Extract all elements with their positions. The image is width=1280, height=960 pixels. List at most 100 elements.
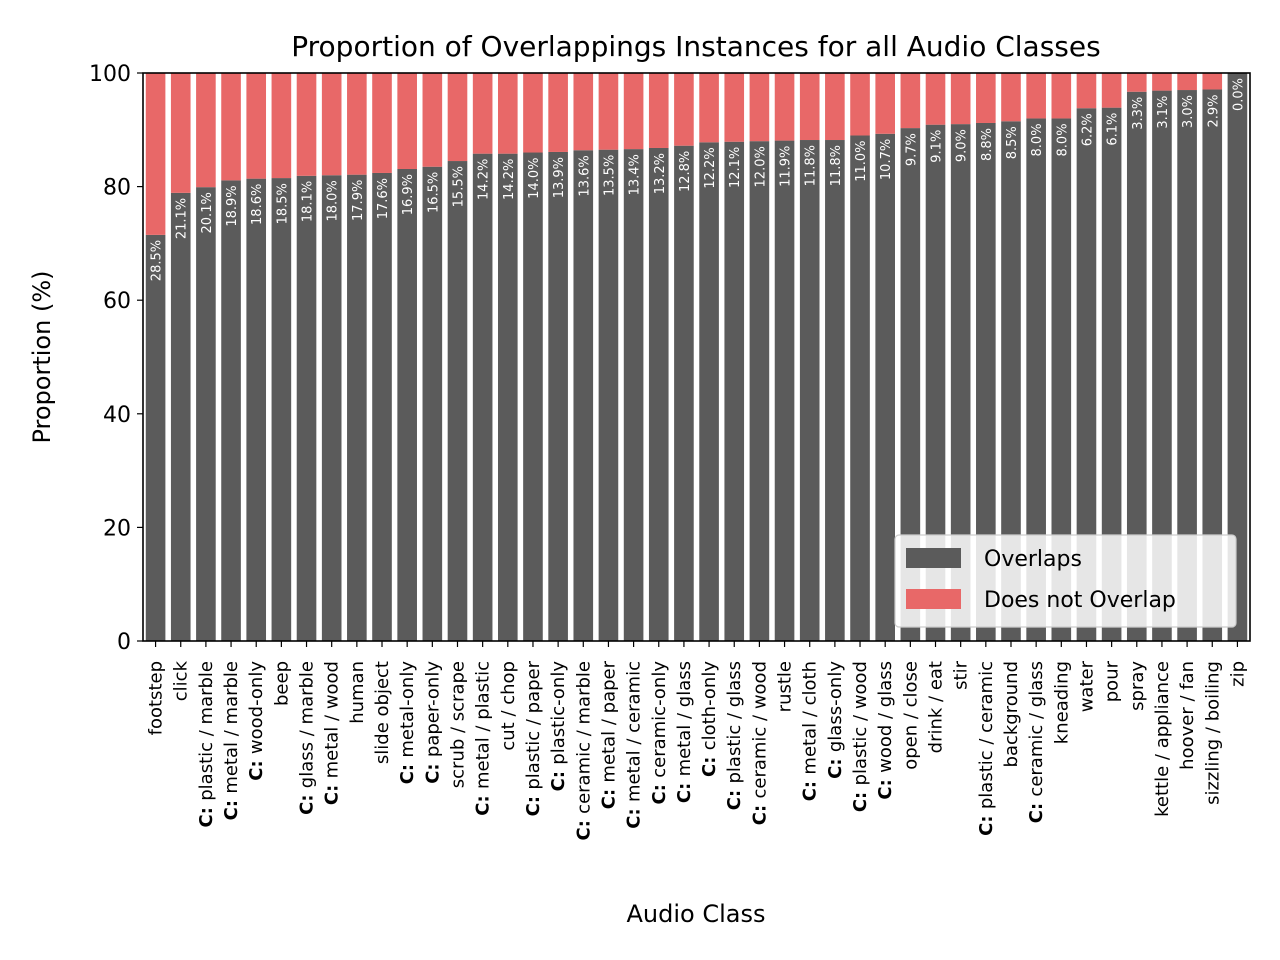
legend-box [894, 534, 1237, 628]
category-name: metal / ceramic [624, 661, 645, 802]
category-prefix: C: [674, 776, 695, 803]
data-label: 17.9% [351, 180, 366, 221]
data-label: 9.0% [955, 129, 970, 162]
x-tick-label: C: plastic / paper [523, 660, 544, 816]
bar-does-not-overlap [573, 73, 594, 151]
category-name: metal / marble [221, 661, 242, 794]
category-name: sizzling / boiling [1202, 661, 1223, 805]
category-name: ceramic-only [649, 661, 670, 778]
category-name: plastic / glass [724, 661, 745, 784]
category-name: spray [1127, 661, 1148, 711]
bar-overlaps [674, 145, 694, 641]
bar-does-not-overlap [724, 73, 745, 142]
bar-does-not-overlap [699, 73, 719, 143]
bar-does-not-overlap [548, 73, 568, 152]
category-prefix: C: [976, 809, 997, 836]
bar-overlaps [749, 141, 770, 641]
bar-overlaps [976, 122, 996, 642]
x-tick-label: C: metal / wood [322, 661, 343, 805]
category-prefix: C: [850, 785, 871, 812]
x-tick-label: click [171, 660, 192, 701]
bar-does-not-overlap [648, 73, 669, 148]
x-tick-label: C: plastic / glass [724, 661, 745, 810]
category-name: cloth-only [699, 661, 720, 751]
x-tick-label: C: metal / cloth [800, 661, 821, 801]
bar-overlaps [623, 149, 644, 642]
bar-does-not-overlap [497, 73, 518, 154]
legend: Overlaps Does not Overlap [894, 534, 1237, 628]
category-prefix: C: [875, 773, 896, 800]
data-label: 10.7% [879, 139, 894, 180]
category-name: beep [271, 661, 292, 706]
x-tick-label: kneading [1051, 661, 1072, 744]
bar-does-not-overlap [925, 73, 946, 125]
data-label: 14.2% [477, 159, 492, 200]
category-name: ceramic / wood [749, 661, 770, 799]
bar-overlaps [1126, 91, 1147, 642]
bar-does-not-overlap [900, 73, 921, 129]
category-name: slide object [372, 661, 393, 764]
category-name: wood-only [246, 661, 267, 754]
category-name: kettle / appliance [1152, 661, 1173, 817]
bar-does-not-overlap [1076, 73, 1097, 109]
x-tick-label: cut / chop [498, 661, 519, 751]
bar-does-not-overlap [774, 73, 795, 141]
bar-does-not-overlap [170, 73, 191, 193]
data-label: 8.0% [1055, 123, 1070, 156]
data-label: 13.4% [628, 154, 643, 195]
x-tick-label: open / close [900, 661, 921, 770]
bar-overlaps [799, 140, 820, 641]
data-label: 17.6% [376, 178, 391, 219]
data-label: 14.2% [502, 159, 517, 200]
bar-overlaps [1001, 121, 1021, 641]
bar-overlaps [196, 187, 216, 642]
bar-does-not-overlap [321, 73, 342, 176]
category-prefix: C: [473, 789, 494, 816]
x-tick-label: C: wood / glass [875, 661, 896, 800]
bar-overlaps [825, 140, 845, 641]
bar-overlaps [648, 147, 669, 642]
bar-overlaps [850, 135, 870, 642]
x-tick-label: C: plastic-only [548, 661, 569, 792]
bar-overlaps [573, 150, 594, 641]
bar-does-not-overlap [674, 73, 694, 146]
x-tick-label: scrub / scrape [447, 661, 468, 788]
category-name: wood / glass [875, 661, 896, 773]
category-name: metal / cloth [800, 661, 821, 775]
category-prefix: C: [749, 799, 770, 826]
category-prefix: C: [297, 788, 318, 815]
x-tick-label: C: glass / marble [297, 661, 318, 815]
x-tick-label: C: plastic / ceramic [976, 661, 997, 836]
category-name: plastic / ceramic [976, 661, 997, 809]
data-label: 18.9% [225, 185, 240, 226]
category-prefix: C: [397, 758, 418, 785]
bar-overlaps [170, 192, 191, 641]
y-tick-label: 40 [103, 403, 131, 428]
bar-does-not-overlap [598, 73, 619, 150]
data-label: 20.1% [200, 192, 215, 233]
category-name: stir [951, 660, 972, 689]
data-label: 12.2% [703, 147, 718, 188]
data-label: 16.9% [401, 174, 416, 215]
bar-does-not-overlap [422, 73, 443, 167]
bar-overlaps [347, 174, 367, 642]
x-tick-label: drink / eat [926, 661, 947, 753]
data-label: 6.1% [1106, 113, 1121, 146]
legend-swatch [906, 548, 961, 568]
category-name: cut / chop [498, 661, 519, 751]
x-tick-label: kettle / appliance [1152, 661, 1173, 817]
bar-does-not-overlap [850, 73, 870, 136]
category-prefix: C: [548, 765, 569, 792]
x-tick-label: hoover / fan [1177, 661, 1198, 770]
bar-does-not-overlap [523, 73, 543, 153]
x-tick-label: sizzling / boiling [1202, 661, 1223, 805]
data-label: 9.1% [930, 130, 945, 163]
bar-overlaps [221, 180, 241, 641]
x-tick-label: rustle [775, 661, 796, 712]
category-name: metal / paper [598, 660, 619, 782]
x-tick-label: pour [1102, 660, 1123, 702]
y-tick-label: 20 [103, 516, 131, 541]
x-tick-label: zip [1227, 661, 1248, 687]
category-prefix: C: [322, 778, 343, 805]
